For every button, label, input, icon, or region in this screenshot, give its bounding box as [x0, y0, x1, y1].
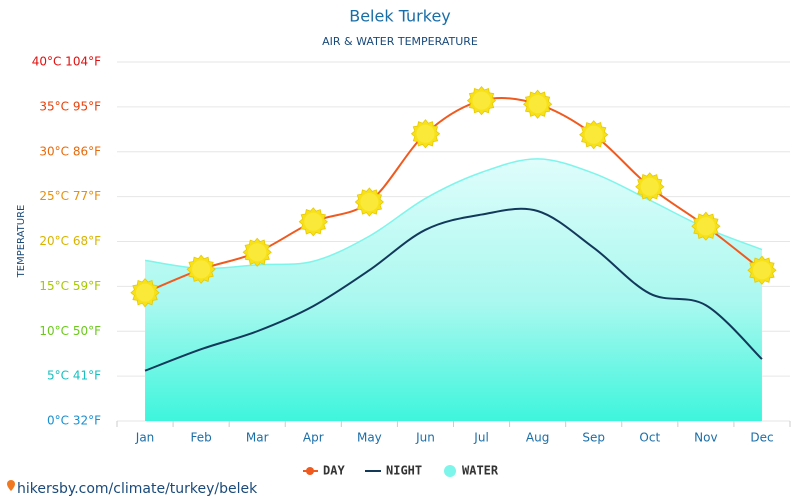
- legend-day-dot: [306, 467, 314, 475]
- x-tick-label: Aug: [526, 431, 549, 445]
- x-tick-label: Jan: [135, 431, 155, 445]
- sun-core: [472, 91, 491, 110]
- sun-core: [696, 217, 715, 236]
- y-tick-label: 35°C 95°F: [39, 99, 101, 113]
- legend-label: NIGHT: [386, 464, 422, 478]
- sun-marker: [579, 120, 609, 150]
- x-tick-label: Jul: [473, 431, 488, 445]
- x-tick-label: May: [357, 431, 382, 445]
- source-text: hikersby.com/climate/turkey/belek: [17, 481, 258, 497]
- sun-marker: [186, 254, 216, 284]
- legend-water-dot: [444, 465, 456, 477]
- sun-marker: [298, 207, 328, 237]
- x-tick-label: Feb: [191, 431, 212, 445]
- night-line: [144, 207, 763, 372]
- sun-marker: [522, 89, 553, 119]
- y-tick-label: 30°C 86°F: [39, 144, 101, 158]
- x-tick-label: Sep: [582, 431, 605, 445]
- sun-marker: [691, 211, 721, 241]
- sun-core: [248, 243, 267, 262]
- x-tick-label: Oct: [639, 431, 660, 445]
- y-tick-label: 5°C 41°F: [47, 369, 101, 383]
- x-tick-label: Nov: [694, 431, 717, 445]
- legend-label: WATER: [462, 464, 499, 478]
- y-tick-label: 15°C 59°F: [39, 279, 101, 293]
- sun-marker: [747, 255, 777, 285]
- sun-marker: [635, 172, 665, 202]
- water-area: [145, 158, 762, 421]
- x-tick-label: Apr: [303, 431, 324, 445]
- sun-core: [752, 261, 771, 280]
- sun-core: [528, 95, 547, 114]
- sun-marker: [354, 187, 385, 217]
- sun-marker: [130, 278, 160, 308]
- chart-title: Belek Turkey: [349, 7, 451, 26]
- sun-marker: [466, 85, 497, 116]
- x-tick-label: Jun: [415, 431, 435, 445]
- sun-core: [640, 177, 659, 196]
- sun-core: [192, 260, 211, 279]
- x-tick-label: Dec: [750, 431, 773, 445]
- water-line: [144, 158, 763, 270]
- sun-marker: [242, 237, 272, 267]
- sun-core: [584, 125, 603, 144]
- y-tick-label: 0°C 32°F: [47, 414, 101, 428]
- legend-label: DAY: [323, 464, 345, 478]
- y-axis-label: TEMPERATURE: [16, 205, 27, 279]
- sun-core: [360, 193, 379, 212]
- y-tick-label: 40°C 104°F: [32, 55, 101, 69]
- sun-marker: [410, 119, 441, 149]
- sun-core: [416, 124, 435, 143]
- x-tick-label: Mar: [246, 431, 269, 445]
- y-tick-label: 25°C 77°F: [39, 189, 101, 203]
- chart-subtitle: AIR & WATER TEMPERATURE: [322, 35, 478, 48]
- y-tick-label: 20°C 68°F: [39, 234, 101, 248]
- y-tick-label: 10°C 50°F: [39, 324, 101, 338]
- sun-core: [136, 283, 155, 302]
- sun-core: [304, 212, 323, 231]
- pin-icon: [7, 480, 15, 491]
- source: hikersby.com/climate/turkey/belek: [7, 480, 258, 497]
